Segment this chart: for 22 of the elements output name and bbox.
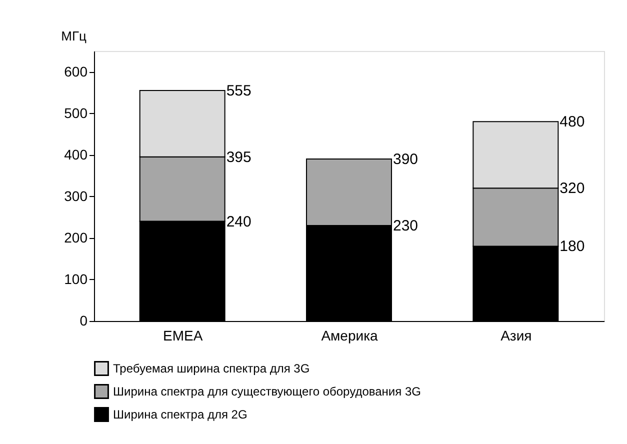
x-tick-label: Азия [500, 328, 532, 344]
x-tick-label: Америка [321, 328, 378, 344]
annotation: 180 [560, 238, 585, 256]
y-tick-label: 200 [64, 229, 88, 246]
y-tick-label: 500 [64, 104, 88, 121]
y-tick-label: 400 [64, 146, 88, 162]
legend-label: Ширина спектра для существующего оборудования 3G [113, 384, 421, 398]
annotation: 240 [226, 213, 252, 230]
annotation: 555 [226, 82, 252, 100]
annotation: 320 [560, 180, 585, 198]
y-tick-label: 300 [64, 188, 88, 204]
legend-label: Требуемая ширина спектра для 3G [113, 362, 310, 376]
y-tick-label: 0 [80, 312, 88, 328]
annotation: 390 [393, 151, 418, 168]
legend-label: Ширина спектра для 2G [113, 408, 248, 422]
y-axis-title: МГц [61, 28, 88, 44]
y-tick-label: 600 [64, 63, 88, 80]
annotation: 480 [560, 114, 585, 131]
y-tick-label: 100 [64, 270, 88, 287]
x-tick-label: EMEA [162, 328, 204, 344]
annotation: 230 [393, 217, 418, 234]
annotation: 395 [226, 148, 252, 166]
